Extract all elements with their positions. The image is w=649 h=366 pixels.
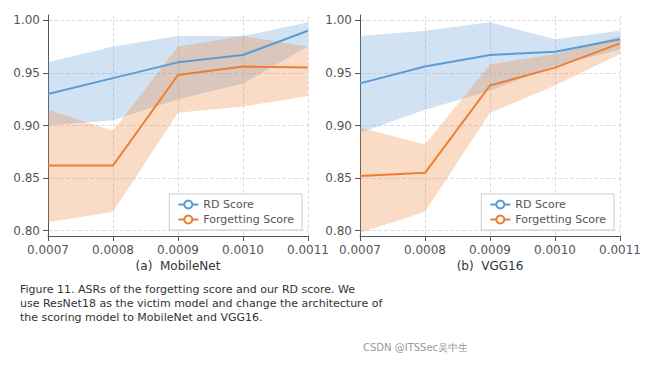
svg-text:1.00: 1.00: [325, 13, 352, 27]
svg-text:Forgetting Score: Forgetting Score: [515, 213, 606, 226]
svg-text:(a) MobileNet: (a) MobileNet: [136, 259, 221, 273]
svg-text:0.0008: 0.0008: [404, 243, 446, 257]
svg-text:0.85: 0.85: [13, 171, 40, 185]
svg-text:0.80: 0.80: [13, 224, 40, 238]
svg-text:use ResNet18 as the victim mod: use ResNet18 as the victim model and cha…: [20, 297, 383, 310]
svg-text:RD Score: RD Score: [515, 198, 566, 211]
svg-text:the scoring model to MobileNet: the scoring model to MobileNet and VGG16…: [20, 311, 263, 324]
svg-text:0.80: 0.80: [325, 224, 352, 238]
svg-text:0.0007: 0.0007: [339, 243, 381, 257]
svg-text:0.95: 0.95: [325, 66, 352, 80]
svg-text:0.0010: 0.0010: [222, 243, 264, 257]
svg-text:CSDN @ITSSec吴中生: CSDN @ITSSec吴中生: [363, 342, 468, 353]
svg-text:0.0010: 0.0010: [534, 243, 576, 257]
svg-text:Figure 11. ASRs of the forgett: Figure 11. ASRs of the forgetting score …: [20, 283, 355, 296]
svg-text:0.0007: 0.0007: [27, 243, 69, 257]
svg-text:0.90: 0.90: [13, 119, 40, 133]
svg-text:0.0009: 0.0009: [157, 243, 199, 257]
svg-text:(b) VGG16: (b) VGG16: [457, 259, 524, 273]
svg-text:0.90: 0.90: [325, 119, 352, 133]
svg-text:0.0009: 0.0009: [469, 243, 511, 257]
svg-text:0.85: 0.85: [325, 171, 352, 185]
svg-text:0.0011: 0.0011: [287, 243, 329, 257]
svg-text:0.0011: 0.0011: [599, 243, 641, 257]
svg-text:0.95: 0.95: [13, 66, 40, 80]
svg-text:RD Score: RD Score: [203, 198, 254, 211]
svg-text:1.00: 1.00: [13, 13, 40, 27]
svg-text:0.0008: 0.0008: [92, 243, 134, 257]
svg-text:Forgetting Score: Forgetting Score: [203, 213, 294, 226]
